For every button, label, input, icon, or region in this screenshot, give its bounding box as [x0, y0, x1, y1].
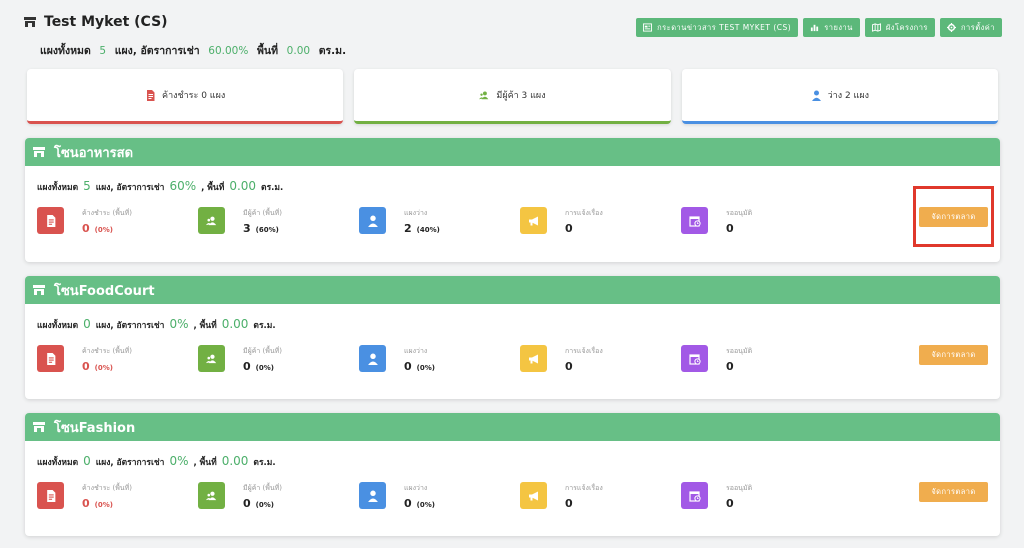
project-map-button[interactable]: ผังโครงการ	[864, 18, 935, 37]
overdue-card[interactable]: ค้างชำระ 0 แผง	[27, 69, 344, 124]
vendors-card[interactable]: มีผู้ค้า 3 แผง	[354, 69, 671, 124]
newspaper-icon	[643, 23, 653, 32]
megaphone-icon	[528, 491, 538, 500]
store-icon	[24, 17, 36, 27]
user-icon	[367, 490, 378, 502]
metric-pending: รออนุมัติ 0	[681, 482, 752, 510]
invoice-icon	[147, 89, 155, 101]
zone-card: โซนอาหารสด แผงทั้งหมด 5 แผง, อัตราการเช่…	[25, 138, 1000, 262]
zone-summary: แผงทั้งหมด 5 แผง, อัตราการเช่า 60% , พื้…	[37, 179, 284, 193]
bar-chart-icon	[811, 24, 819, 32]
metric-vendors: มีผู้ค้า (พื้นที่) 0 (0%)	[198, 482, 282, 510]
invoice-icon	[46, 352, 55, 365]
page-title: Test Myket (CS)	[44, 14, 168, 30]
metric-complaints: การแจ้งเรื่อง 0	[520, 482, 603, 510]
metric-overdue: ค้างชำระ (พื้นที่) 0 (0%)	[37, 482, 132, 510]
manage-market-button[interactable]: จัดการตลาด	[919, 345, 988, 365]
zone-title: โซนFashion	[54, 420, 136, 436]
metric-pending: รออนุมัติ 0	[681, 207, 752, 235]
highlight-annotation	[913, 186, 994, 247]
user-icon	[367, 215, 378, 227]
invoice-icon	[46, 489, 55, 502]
rent-rate: 60.00%	[208, 45, 249, 57]
zone-title: โซนFoodCourt	[54, 283, 155, 299]
zone-header: โซนFashion	[25, 413, 1000, 441]
people-icon	[205, 354, 216, 363]
report-button[interactable]: รายงาน	[803, 18, 860, 37]
zone-metrics: ค้างชำระ (พื้นที่) 0 (0%) มีผู้ค้า (พื้นที…	[37, 345, 1000, 375]
invoice-icon	[46, 214, 55, 227]
stat-cards: ค้างชำระ 0 แผง มีผู้ค้า 3 แผง ว่าง 2 แผง	[27, 69, 998, 124]
manage-market-button[interactable]: จัดการตลาด	[919, 207, 988, 227]
people-icon	[205, 216, 216, 225]
market-summary: แผงทั้งหมด 5 แผง, อัตราการเช่า 60.00% พื…	[40, 45, 347, 57]
megaphone-icon	[528, 216, 538, 225]
people-icon	[205, 491, 216, 500]
metric-vendors: มีผู้ค้า (พื้นที่) 3 (60%)	[198, 207, 282, 235]
zone-card: โซนFashion แผงทั้งหมด 0 แผง, อัตราการเช่…	[25, 413, 1000, 536]
metric-overdue: ค้างชำระ (พื้นที่) 0 (0%)	[37, 345, 132, 373]
page-header: Test Myket (CS) แผงทั้งหมด 5 แผง, อัตราก…	[24, 14, 1002, 60]
vacant-card[interactable]: ว่าง 2 แผง	[681, 69, 998, 124]
news-board-button[interactable]: กระดานข่าวสาร TEST MYKET (CS)	[636, 18, 799, 37]
people-icon	[479, 90, 489, 99]
store-icon	[33, 422, 45, 432]
calendar-clock-icon	[688, 215, 701, 227]
calendar-clock-icon	[688, 353, 701, 365]
metric-vacant: แผงว่าง 0 (0%)	[359, 345, 435, 373]
zone-summary: แผงทั้งหมด 0 แผง, อัตราการเช่า 0% , พื้น…	[37, 454, 276, 468]
zone-summary: แผงทั้งหมด 0 แผง, อัตราการเช่า 0% , พื้น…	[37, 317, 276, 331]
map-icon	[871, 23, 881, 32]
metric-complaints: การแจ้งเรื่อง 0	[520, 345, 603, 373]
zone-header: โซนFoodCourt	[25, 276, 1000, 304]
calendar-clock-icon	[688, 490, 701, 502]
user-icon	[811, 90, 821, 101]
zone-metrics: ค้างชำระ (พื้นที่) 0 (0%) มีผู้ค้า (พื้นที…	[37, 482, 1000, 512]
gear-icon	[946, 23, 956, 32]
zone-card: โซนFoodCourt แผงทั้งหมด 0 แผง, อัตราการเ…	[25, 276, 1000, 399]
zone-metrics: ค้างชำระ (พื้นที่) 0 (0%) มีผู้ค้า (พื้นที…	[37, 207, 1000, 237]
total-stalls: 5	[99, 45, 107, 57]
metric-complaints: การแจ้งเรื่อง 0	[520, 207, 603, 235]
zone-title: โซนอาหารสด	[54, 145, 134, 161]
metric-pending: รออนุมัติ 0	[681, 345, 752, 373]
manage-market-button[interactable]: จัดการตลาด	[919, 482, 988, 502]
top-actions: กระดานข่าวสาร TEST MYKET (CS) รายงาน ผัง…	[636, 18, 1002, 37]
store-icon	[33, 285, 45, 295]
megaphone-icon	[528, 354, 538, 363]
area-value: 0.00	[286, 45, 311, 57]
metric-overdue: ค้างชำระ (พื้นที่) 0 (0%)	[37, 207, 132, 235]
metric-vendors: มีผู้ค้า (พื้นที่) 0 (0%)	[198, 345, 282, 373]
zone-header: โซนอาหารสด	[25, 138, 1000, 166]
metric-vacant: แผงว่าง 0 (0%)	[359, 482, 435, 510]
user-icon	[367, 353, 378, 365]
settings-button[interactable]: การตั้งค่า	[939, 18, 1002, 37]
store-icon	[33, 147, 45, 157]
metric-vacant: แผงว่าง 2 (40%)	[359, 207, 440, 235]
